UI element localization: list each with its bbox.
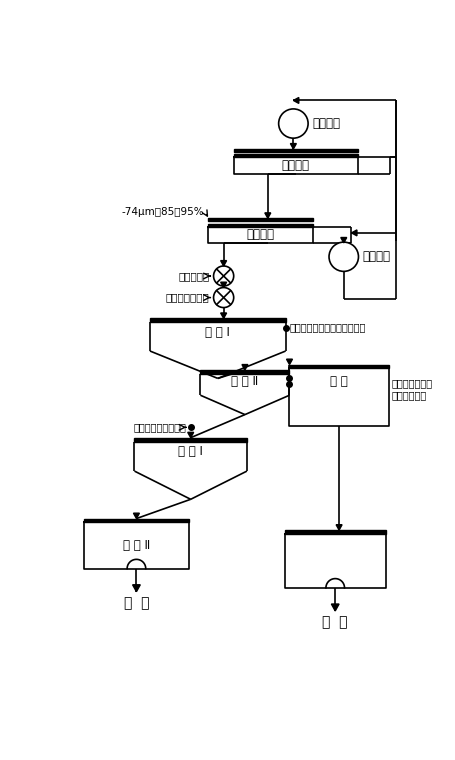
Polygon shape (84, 518, 188, 522)
Polygon shape (351, 230, 356, 236)
Text: 一段磨矿: 一段磨矿 (311, 117, 339, 130)
Circle shape (213, 266, 233, 286)
Polygon shape (290, 144, 296, 149)
Polygon shape (200, 370, 289, 374)
Text: 二段分级: 二段分级 (246, 228, 274, 242)
Circle shape (278, 109, 308, 138)
Polygon shape (286, 359, 292, 365)
Polygon shape (331, 604, 339, 611)
Polygon shape (132, 584, 140, 592)
Polygon shape (220, 261, 226, 266)
Polygon shape (220, 313, 226, 318)
Text: 粗 选 Ⅱ: 粗 选 Ⅱ (231, 375, 258, 388)
Text: 精 选 Ⅱ: 精 选 Ⅱ (122, 539, 150, 552)
Polygon shape (133, 513, 139, 518)
Text: 耦合活化剂、捕收剂: 耦合活化剂、捕收剂 (134, 423, 187, 432)
Text: 耦合活化剂、捕收剂、起泡剂: 耦合活化剂、捕收剂、起泡剂 (289, 322, 365, 333)
Text: 二段磨矿: 二段磨矿 (362, 250, 389, 263)
Polygon shape (233, 154, 357, 157)
Polygon shape (284, 530, 385, 534)
Polygon shape (340, 237, 346, 243)
Text: 扫 选: 扫 选 (329, 375, 347, 388)
Polygon shape (289, 365, 388, 369)
Text: 精 选 I: 精 选 I (178, 445, 202, 458)
Text: 精  矿: 精 矿 (123, 597, 149, 610)
Text: 耦合活化剂: 耦合活化剂 (178, 271, 209, 281)
Polygon shape (207, 223, 312, 226)
Text: -74μm刈85～95%: -74μm刈85～95% (121, 207, 204, 217)
Circle shape (213, 287, 233, 308)
Text: 一段分级: 一段分级 (281, 159, 309, 172)
Polygon shape (264, 213, 270, 218)
Text: 尾  矿: 尾 矿 (322, 616, 347, 629)
Polygon shape (335, 524, 341, 530)
Circle shape (329, 242, 358, 271)
Polygon shape (293, 97, 298, 103)
Polygon shape (233, 149, 357, 152)
Text: 捕收剂、起泡剂: 捕收剂、起泡剂 (166, 293, 209, 302)
Text: 耦合活化剂、捕
收剂、起泡剂: 耦合活化剂、捕 收剂、起泡剂 (391, 378, 432, 400)
Polygon shape (150, 318, 285, 322)
Polygon shape (207, 218, 312, 221)
Text: 粗 选 I: 粗 选 I (205, 326, 230, 339)
Polygon shape (187, 432, 193, 438)
Polygon shape (134, 438, 246, 442)
Polygon shape (220, 282, 226, 287)
Polygon shape (242, 365, 248, 370)
